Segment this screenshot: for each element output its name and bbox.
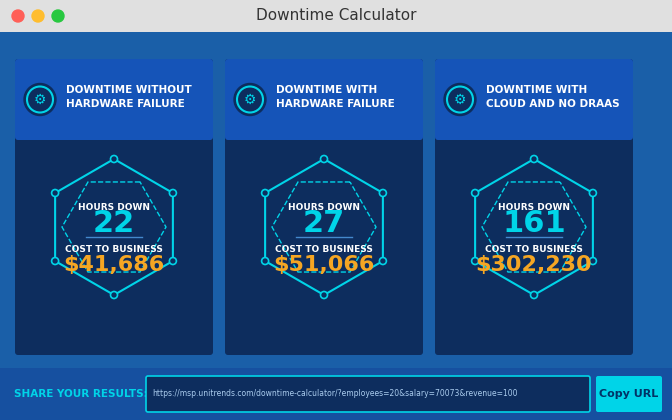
Text: 27: 27 xyxy=(303,208,345,237)
Text: 22: 22 xyxy=(93,208,135,237)
FancyBboxPatch shape xyxy=(18,62,210,137)
FancyBboxPatch shape xyxy=(0,0,672,32)
Circle shape xyxy=(32,10,44,22)
Circle shape xyxy=(472,257,478,265)
Circle shape xyxy=(380,189,386,197)
Circle shape xyxy=(110,291,118,299)
Text: $51,066: $51,066 xyxy=(274,255,375,275)
Text: ⚙: ⚙ xyxy=(454,92,466,107)
Circle shape xyxy=(169,257,176,265)
Text: DOWNTIME WITH: DOWNTIME WITH xyxy=(486,85,587,95)
Text: HOURS DOWN: HOURS DOWN xyxy=(288,202,360,212)
FancyBboxPatch shape xyxy=(596,376,662,412)
Text: DOWNTIME WITH: DOWNTIME WITH xyxy=(276,85,377,95)
FancyBboxPatch shape xyxy=(146,376,590,412)
Circle shape xyxy=(530,291,538,299)
Circle shape xyxy=(52,189,58,197)
Circle shape xyxy=(169,189,176,197)
Text: SHARE YOUR RESULTS:: SHARE YOUR RESULTS: xyxy=(14,389,148,399)
Text: CLOUD AND NO DRAAS: CLOUD AND NO DRAAS xyxy=(486,99,620,109)
Text: DOWNTIME WITHOUT: DOWNTIME WITHOUT xyxy=(66,85,192,95)
Text: COST TO BUSINESS: COST TO BUSINESS xyxy=(275,244,373,254)
Text: $302,230: $302,230 xyxy=(476,255,592,275)
FancyBboxPatch shape xyxy=(225,59,423,355)
FancyBboxPatch shape xyxy=(228,62,420,137)
Circle shape xyxy=(52,10,64,22)
Circle shape xyxy=(530,155,538,163)
Circle shape xyxy=(321,155,327,163)
Circle shape xyxy=(589,257,596,265)
Circle shape xyxy=(110,155,118,163)
Text: https://msp.unitrends.com/downtime-calculator/?employees=20&salary=70073&revenue: https://msp.unitrends.com/downtime-calcu… xyxy=(152,389,517,399)
Circle shape xyxy=(472,189,478,197)
FancyBboxPatch shape xyxy=(435,59,633,140)
FancyBboxPatch shape xyxy=(0,368,672,420)
FancyBboxPatch shape xyxy=(15,59,213,140)
Circle shape xyxy=(261,257,269,265)
FancyBboxPatch shape xyxy=(228,100,420,137)
Text: Downtime Calculator: Downtime Calculator xyxy=(256,8,416,24)
Circle shape xyxy=(444,84,476,116)
Text: ⚙: ⚙ xyxy=(244,92,256,107)
Text: 161: 161 xyxy=(502,208,566,237)
Circle shape xyxy=(24,84,56,116)
Text: HARDWARE FAILURE: HARDWARE FAILURE xyxy=(276,99,394,109)
Text: HARDWARE FAILURE: HARDWARE FAILURE xyxy=(66,99,185,109)
Text: $41,686: $41,686 xyxy=(63,255,165,275)
Circle shape xyxy=(52,257,58,265)
Text: HOURS DOWN: HOURS DOWN xyxy=(78,202,150,212)
Circle shape xyxy=(380,257,386,265)
FancyBboxPatch shape xyxy=(438,100,630,137)
Circle shape xyxy=(589,189,596,197)
Circle shape xyxy=(12,10,24,22)
FancyBboxPatch shape xyxy=(435,59,633,355)
FancyBboxPatch shape xyxy=(438,62,630,137)
FancyBboxPatch shape xyxy=(0,32,672,420)
Text: COST TO BUSINESS: COST TO BUSINESS xyxy=(65,244,163,254)
Text: Copy URL: Copy URL xyxy=(599,389,659,399)
Text: HOURS DOWN: HOURS DOWN xyxy=(498,202,570,212)
FancyBboxPatch shape xyxy=(18,100,210,137)
FancyBboxPatch shape xyxy=(15,59,213,355)
Circle shape xyxy=(321,291,327,299)
Circle shape xyxy=(234,84,266,116)
Circle shape xyxy=(261,189,269,197)
Text: ⚙: ⚙ xyxy=(34,92,46,107)
FancyBboxPatch shape xyxy=(225,59,423,140)
Text: COST TO BUSINESS: COST TO BUSINESS xyxy=(485,244,583,254)
